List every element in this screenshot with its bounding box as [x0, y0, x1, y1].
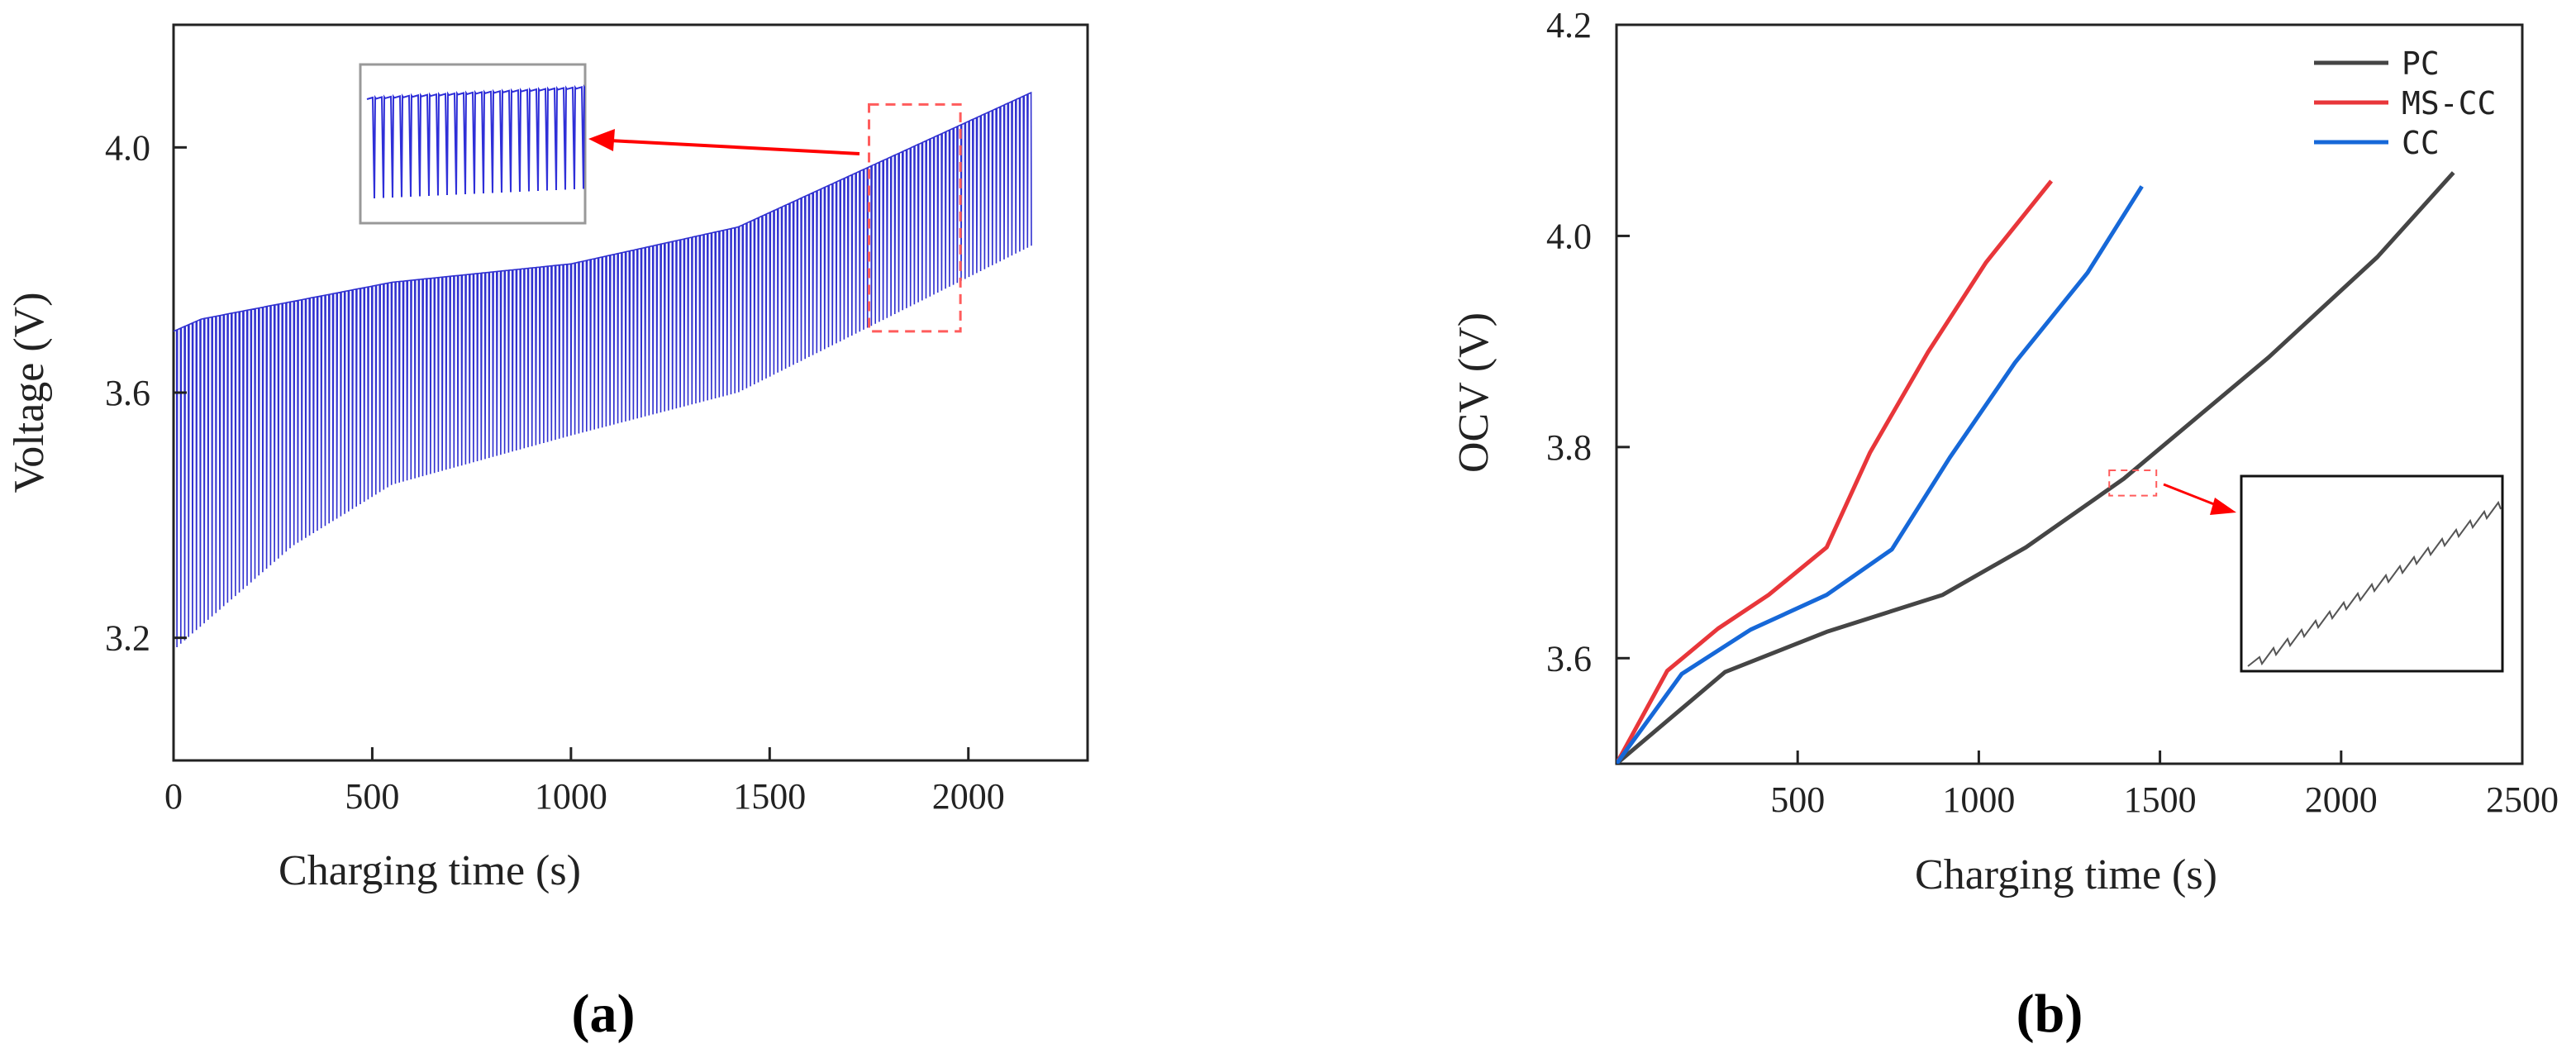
axes-a: 0 500 1000 1500 2000 3.2 3.6 4.0 — [105, 127, 1005, 817]
inset-frame-a — [359, 63, 587, 225]
x-tick-label-a: 1500 — [733, 776, 806, 817]
x-tick-label-b: 1500 — [2124, 779, 2197, 820]
x-tick-label-b: 2500 — [2486, 779, 2559, 820]
x-tick-label-b: 1000 — [1942, 779, 2015, 820]
x-tick-label-b: 2000 — [2305, 779, 2378, 820]
ylabel-b: OCV (V) — [1450, 312, 1498, 473]
y-tick-label-a: 3.6 — [105, 373, 150, 413]
chart-panel-a: 0 500 1000 1500 2000 3.2 3.6 4.0 Charging time … — [6, 23, 1089, 1044]
panel-label-a: (a) — [572, 984, 636, 1044]
xlabel-a: Charging time (s) — [279, 847, 581, 894]
plot-area-a — [174, 91, 1032, 648]
ylabel-a: Voltage (V) — [6, 292, 53, 493]
highlight-region-a — [868, 102, 962, 333]
legend-label-pc: PC — [2402, 45, 2440, 82]
y-tick-label-b: 3.6 — [1546, 638, 1592, 679]
x-tick-label-a: 0 — [164, 776, 183, 817]
x-tick-label-a: 2000 — [932, 776, 1005, 817]
y-tick-label-a: 4.0 — [105, 127, 150, 168]
arrow-line-b — [2163, 483, 2219, 508]
inset-pulse-trace-a — [366, 84, 585, 199]
arrow-a — [588, 129, 860, 155]
x-tick-label-a: 500 — [345, 776, 399, 817]
highlight-region-b — [2108, 469, 2158, 497]
panel-label-b: (b) — [2017, 984, 2083, 1044]
series-ms-cc-line — [1617, 179, 2054, 764]
y-tick-label-b: 3.8 — [1546, 427, 1592, 468]
y-tick-label-b: 4.2 — [1546, 5, 1592, 45]
xlabel-b: Charging time (s) — [1915, 851, 2217, 898]
series-cc-line — [1617, 185, 2144, 764]
y-tick-label-a: 3.2 — [105, 618, 150, 659]
plot-area-b — [1617, 171, 2455, 764]
y-tick-label-b: 4.0 — [1546, 216, 1592, 256]
legend-label-cc: CC — [2402, 125, 2440, 161]
chart-panel-b: 500 1000 1500 2000 2500 3.6 3.8 4.0 4.2 Charging… — [1450, 5, 2559, 1044]
legend-label-ms-cc: MS-CC — [2402, 85, 2496, 122]
plot-frame-b — [1615, 23, 2524, 765]
series-voltage-pulses — [174, 91, 1032, 648]
arrow-head-b — [2210, 498, 2236, 515]
series-pc-line — [1617, 171, 2455, 764]
x-tick-label-a: 1000 — [535, 776, 607, 817]
arrow-b — [2163, 483, 2236, 515]
inset-ocv-trace-b — [2247, 500, 2502, 667]
arrow-line-a — [609, 139, 860, 155]
x-tick-label-b: 500 — [1770, 779, 1825, 820]
inset-frame-b — [2240, 474, 2504, 673]
axes-b: 500 1000 1500 2000 2500 3.6 3.8 4.0 4.2 — [1546, 5, 2559, 820]
arrow-head-a — [588, 129, 615, 151]
